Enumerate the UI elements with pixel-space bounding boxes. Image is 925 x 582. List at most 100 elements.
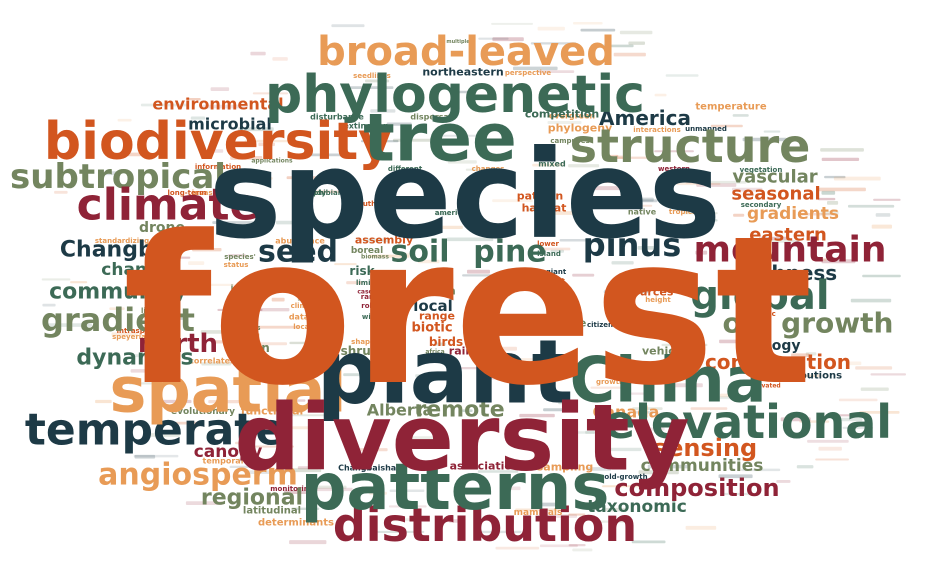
word-biodiversity: biodiversity xyxy=(44,112,392,172)
filler-mark xyxy=(144,433,180,437)
filler-mark xyxy=(271,297,285,302)
filler-mark xyxy=(590,386,626,389)
word-dataset: dataset xyxy=(289,313,324,322)
filler-mark xyxy=(208,400,250,404)
filler-mark xyxy=(549,211,591,215)
filler-mark xyxy=(238,458,264,462)
word-extinction: extinction xyxy=(343,122,389,131)
filler-mark xyxy=(821,190,836,195)
filler-mark xyxy=(604,154,619,158)
word-communities: communities xyxy=(641,456,764,476)
filler-mark xyxy=(369,491,387,495)
filler-mark xyxy=(362,489,375,494)
filler-mark xyxy=(871,224,892,229)
filler-mark xyxy=(446,237,494,242)
filler-mark xyxy=(590,44,634,48)
filler-mark xyxy=(750,371,769,375)
filler-mark xyxy=(566,431,595,434)
word-subtropical: subtropical xyxy=(10,157,226,197)
filler-mark xyxy=(817,197,836,201)
word-western: western xyxy=(658,165,690,173)
filler-mark xyxy=(283,468,322,473)
word-limits: limits xyxy=(356,279,378,287)
filler-mark xyxy=(568,164,600,168)
filler-mark xyxy=(361,140,399,143)
filler-mark xyxy=(255,445,294,448)
filler-mark xyxy=(632,411,654,414)
filler-mark xyxy=(356,448,388,452)
word-south: south xyxy=(354,200,376,208)
filler-mark xyxy=(543,408,565,412)
filler-mark xyxy=(696,183,737,187)
filler-mark xyxy=(824,175,846,179)
word-correlates: correlates xyxy=(189,357,235,366)
filler-mark xyxy=(492,199,533,203)
word-life: life xyxy=(493,285,513,298)
filler-mark xyxy=(104,171,117,176)
filler-mark xyxy=(491,22,533,25)
word-dynamics: dynamics xyxy=(76,346,193,371)
filler-mark xyxy=(200,330,237,334)
filler-mark xyxy=(493,327,507,331)
filler-mark xyxy=(741,468,781,472)
word-gradient: gradient xyxy=(41,301,195,339)
word-gradients: gradients xyxy=(747,204,839,224)
word-drone: drone xyxy=(139,220,185,236)
word-changes: changes xyxy=(472,165,505,173)
filler-mark xyxy=(441,142,461,145)
filler-mark xyxy=(494,371,527,375)
filler-mark xyxy=(246,208,275,211)
filler-mark xyxy=(496,346,517,351)
filler-mark xyxy=(652,380,665,384)
filler-mark xyxy=(415,374,462,378)
word-richness: richness xyxy=(743,261,837,285)
filler-mark xyxy=(732,114,749,117)
word-taxonomic: taxonomic xyxy=(587,497,687,517)
filler-mark xyxy=(365,79,390,83)
filler-mark xyxy=(605,507,628,512)
filler-mark xyxy=(343,373,372,377)
word-ecology: ecology xyxy=(740,338,801,354)
word-assembly: assembly xyxy=(355,234,413,247)
filler-mark xyxy=(162,256,191,259)
filler-mark xyxy=(632,407,663,410)
word-size: size xyxy=(540,287,564,300)
word-conservation: conservation xyxy=(705,350,851,374)
filler-mark xyxy=(334,263,357,266)
word-island: island xyxy=(537,250,561,258)
filler-mark xyxy=(815,458,849,461)
filler-mark xyxy=(252,92,289,95)
word-birds: birds xyxy=(429,335,463,349)
word-global: global xyxy=(690,273,829,319)
filler-mark xyxy=(654,150,694,153)
filler-mark xyxy=(719,339,767,344)
filler-mark xyxy=(838,417,863,422)
word-mountain: mountain xyxy=(694,230,887,271)
filler-mark xyxy=(465,168,499,171)
filler-mark xyxy=(820,211,839,215)
word-competition: competition xyxy=(525,108,599,121)
filler-mark xyxy=(690,407,728,410)
word-woody: woody xyxy=(231,305,257,313)
word-fern: fern xyxy=(430,285,456,298)
word-genera: genera xyxy=(297,293,325,301)
word-test: test xyxy=(549,277,565,285)
filler-mark xyxy=(438,155,463,160)
filler-mark xyxy=(385,518,420,522)
word-old-growth: old-growth xyxy=(604,473,647,481)
word-vehicle: vehicle xyxy=(642,345,686,358)
filler-mark xyxy=(654,93,667,97)
filler-mark xyxy=(515,508,560,512)
filler-mark xyxy=(134,454,156,459)
filler-mark xyxy=(235,441,246,445)
word-climatic: climatic xyxy=(291,302,322,310)
word-dispersal: dispersal xyxy=(410,113,451,122)
filler-mark xyxy=(547,121,582,124)
filler-mark xyxy=(185,501,223,505)
word-structure: structure xyxy=(570,119,811,173)
word-study: study xyxy=(304,189,327,197)
filler-mark xyxy=(113,152,142,157)
word-environmental: environmental xyxy=(152,95,283,114)
